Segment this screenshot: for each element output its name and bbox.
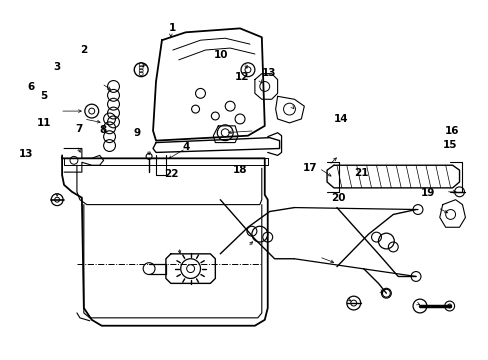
Text: 3: 3 [53, 62, 61, 72]
Text: 22: 22 [163, 168, 178, 179]
Text: 18: 18 [232, 165, 246, 175]
Text: 14: 14 [333, 114, 348, 124]
Text: 2: 2 [80, 45, 87, 55]
Text: 17: 17 [302, 163, 316, 172]
Text: 5: 5 [40, 91, 47, 101]
Text: 21: 21 [353, 168, 368, 178]
Text: 13: 13 [261, 68, 275, 78]
Text: 11: 11 [37, 118, 51, 128]
Text: 16: 16 [444, 126, 459, 136]
Text: 10: 10 [214, 50, 228, 60]
Text: 19: 19 [420, 189, 434, 198]
Text: 20: 20 [331, 193, 346, 203]
Text: 1: 1 [168, 23, 175, 33]
Text: 7: 7 [75, 123, 82, 134]
Text: 6: 6 [27, 82, 34, 92]
Text: 15: 15 [442, 140, 456, 149]
Text: 12: 12 [234, 72, 249, 82]
Text: 8: 8 [100, 125, 107, 135]
Text: 13: 13 [19, 149, 33, 159]
Text: 4: 4 [183, 143, 190, 152]
Text: 9: 9 [133, 128, 141, 138]
